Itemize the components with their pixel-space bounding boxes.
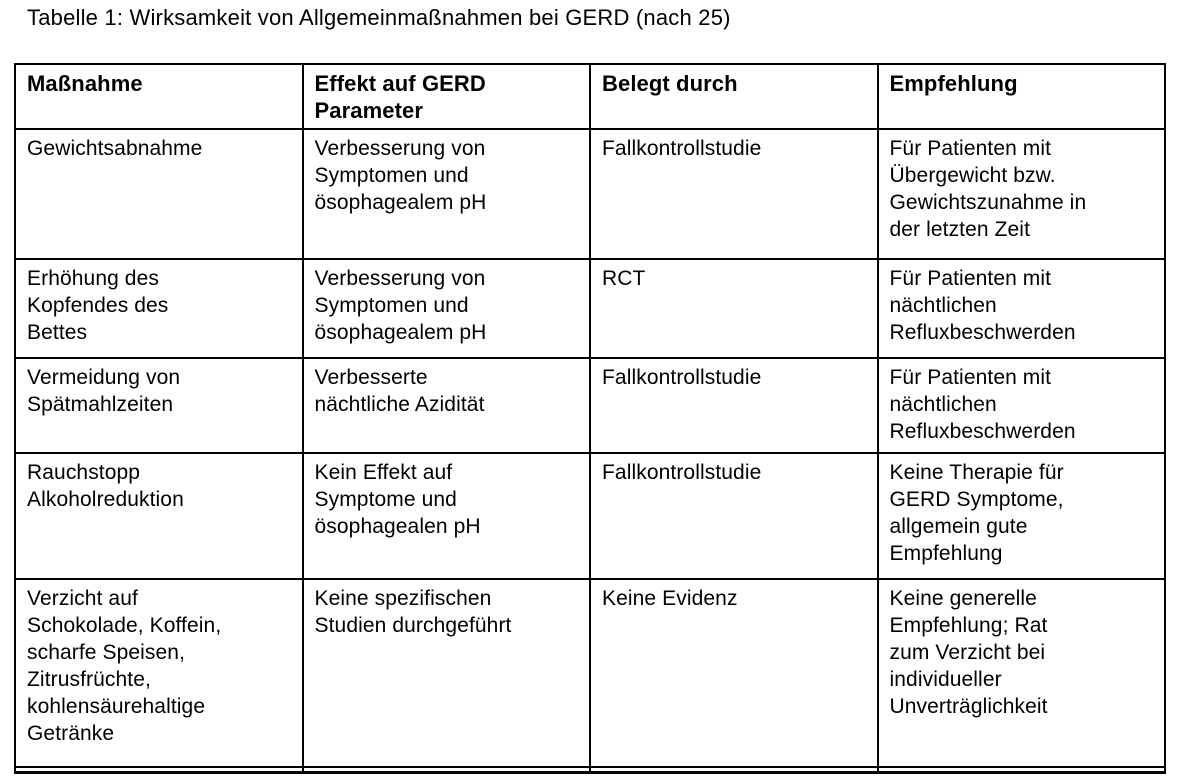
column-header: Belegt durch [589, 63, 879, 130]
table-row: Verzicht auf Schokolade, Koffein, scharf… [14, 578, 1166, 768]
table-caption: Tabelle 1: Wirksamkeit von Allgemeinmaßn… [27, 5, 731, 30]
table-cell: Vermeidung von Spätmahlzeiten [14, 357, 304, 454]
table-cell: Gewichtsabnahme [14, 128, 304, 260]
table-row: Rauchstopp Alkoholreduktion Kein Effekt a… [14, 452, 1166, 580]
table-cell: Für Patienten mit nächtlichen Refluxbesc… [876, 258, 1166, 359]
table-cell: Fallkontrollstudie [589, 452, 879, 580]
partial-row [14, 766, 1166, 774]
table-cell: Erhöhung des Kopfendes des Bettes [14, 258, 304, 359]
gerd-measures-table: Maßnahme Effekt auf GERD Parameter Belegt … [14, 63, 1166, 774]
table-row: Vermeidung von Spätmahlzeiten Verbesserte… [14, 357, 1166, 454]
table-cell: RCT [589, 258, 879, 359]
table-cell: Verbesserte nächtliche Azidität [301, 357, 591, 454]
table-cell: Verbesserung von Symptomen und ösophagea… [301, 128, 591, 260]
table-cell: Verzicht auf Schokolade, Koffein, scharf… [14, 578, 304, 768]
table-cell: Kein Effekt auf Symptome und ösophageale… [301, 452, 591, 580]
table-cell: Rauchstopp Alkoholreduktion [14, 452, 304, 580]
table-cell-empty [301, 766, 591, 774]
table-row: Erhöhung des Kopfendes des Bettes Verbess… [14, 258, 1166, 359]
table-row: Gewichtsabnahme Verbesserung von Symptome… [14, 128, 1166, 260]
table-cell: Keine Evidenz [589, 578, 879, 768]
table-cell: Keine generelle Empfehlung; Rat zum Verz… [876, 578, 1166, 768]
column-header: Effekt auf GERD Parameter [301, 63, 591, 130]
table-cell: Fallkontrollstudie [589, 128, 879, 260]
column-header: Empfehlung [876, 63, 1166, 130]
table-cell: Fallkontrollstudie [589, 357, 879, 454]
table-cell: Keine spezifischen Studien durchgeführt [301, 578, 591, 768]
header-row: Maßnahme Effekt auf GERD Parameter Belegt … [14, 63, 1166, 130]
table-cell: Für Patienten mit nächtlichen Refluxbesc… [876, 357, 1166, 454]
table-cell: Verbesserung von Symptomen und ösophagea… [301, 258, 591, 359]
table-cell-empty [589, 766, 879, 774]
table-cell: Für Patienten mit Übergewicht bzw. Gewic… [876, 128, 1166, 260]
table-cell-empty [14, 766, 304, 774]
table-cell: Keine Therapie für GERD Symptome, allgem… [876, 452, 1166, 580]
column-header: Maßnahme [14, 63, 304, 130]
table-cell-empty [876, 766, 1166, 774]
